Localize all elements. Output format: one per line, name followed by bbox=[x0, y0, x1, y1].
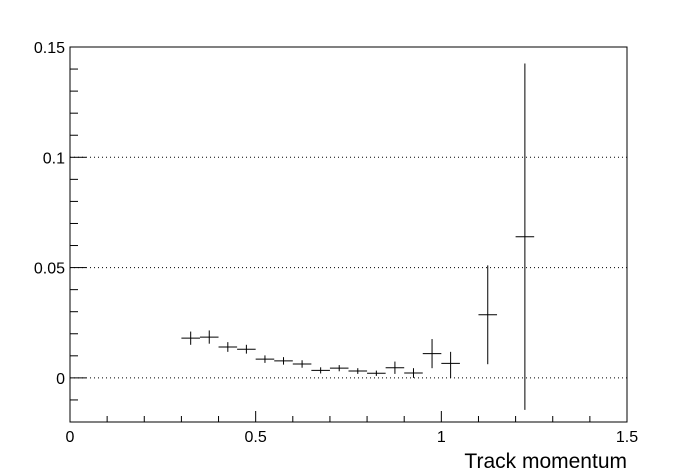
x-tick-label-1: 0.5 bbox=[245, 429, 267, 446]
data-point-9 bbox=[348, 368, 368, 374]
data-point-16 bbox=[515, 63, 535, 410]
x-tick-label-2: 1 bbox=[437, 429, 446, 446]
y-tick-label-1: 0.05 bbox=[34, 261, 65, 278]
axis-ticks bbox=[69, 46, 628, 423]
data-point-13 bbox=[422, 339, 442, 369]
y-tick-label-2: 0.1 bbox=[43, 150, 65, 167]
x-tick-label-0: 0 bbox=[66, 429, 75, 446]
data-point-10 bbox=[367, 370, 386, 376]
x-axis-title: Track momentum bbox=[464, 450, 627, 472]
data-point-1 bbox=[199, 330, 219, 344]
data-point-14 bbox=[441, 351, 460, 378]
data-point-11 bbox=[385, 361, 405, 374]
data-point-4 bbox=[255, 355, 275, 363]
data-point-7 bbox=[311, 367, 330, 374]
data-point-5 bbox=[274, 357, 293, 365]
x-tick-label-3: 1.5 bbox=[616, 429, 638, 446]
data-point-0 bbox=[181, 331, 200, 345]
data-point-15 bbox=[478, 265, 498, 365]
plot-frame bbox=[69, 46, 628, 423]
y-tick-label-3: 0.15 bbox=[34, 40, 65, 57]
data-point-12 bbox=[404, 368, 423, 378]
data-point-2 bbox=[218, 342, 238, 352]
data-point-8 bbox=[329, 365, 349, 372]
tick-labels: 0 0.05 0.1 0.15 0 0.5 1 1.5 bbox=[34, 40, 638, 446]
data-point-6 bbox=[292, 360, 312, 368]
y-tick-label-0: 0 bbox=[56, 371, 65, 388]
data-points bbox=[181, 63, 535, 410]
data-point-3 bbox=[237, 344, 256, 354]
